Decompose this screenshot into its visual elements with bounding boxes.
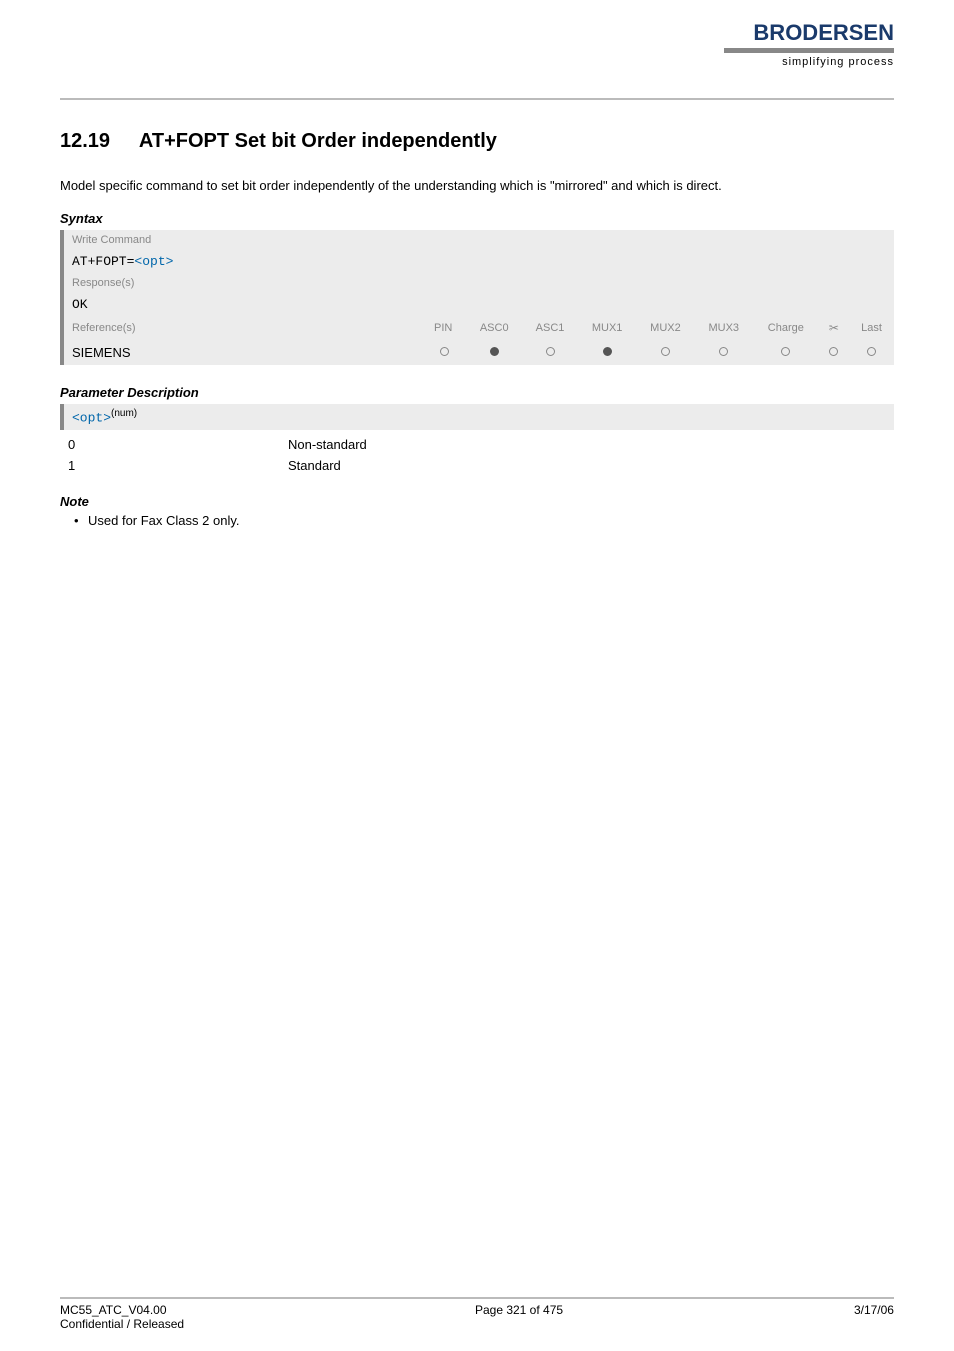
footer-center: Page 321 of 475 [475, 1303, 563, 1331]
dot-pin [422, 340, 466, 365]
circle-filled-icon [490, 347, 499, 356]
col-charge: Charge [753, 316, 819, 340]
note-heading: Note [60, 494, 894, 509]
footer-right: 3/17/06 [854, 1303, 894, 1331]
syntax-heading: Syntax [60, 211, 894, 226]
logo-underline [724, 48, 894, 53]
param-value-key: 1 [68, 458, 288, 473]
dot-mux2 [636, 340, 694, 365]
col-pin: PIN [422, 316, 466, 340]
circle-open-icon [661, 347, 670, 356]
circle-open-icon [781, 347, 790, 356]
dot-mux1 [578, 340, 636, 365]
circle-open-icon [719, 347, 728, 356]
section-title: 12.19 AT+FOPT Set bit Order independentl… [60, 130, 894, 153]
col-mux1: MUX1 [578, 316, 636, 340]
dot-tool [819, 340, 849, 365]
write-command-prefix: AT+FOPT= [72, 254, 134, 269]
circle-filled-icon [603, 347, 612, 356]
header-rule [60, 98, 894, 100]
logo-text: BRODERSEN [724, 20, 894, 46]
dot-asc1 [522, 340, 578, 365]
col-mux2: MUX2 [636, 316, 694, 340]
col-tool-icon: ✂ [819, 316, 849, 340]
dot-charge [753, 340, 819, 365]
circle-open-icon [440, 347, 449, 356]
dot-asc0 [466, 340, 522, 365]
param-box: <opt>(num) 0 Non-standard 1 Standard [60, 404, 894, 475]
param-heading: Parameter Description [60, 385, 894, 400]
param-value-desc: Non-standard [288, 437, 367, 452]
dot-last [849, 340, 894, 365]
note-list: Used for Fax Class 2 only. [74, 513, 894, 528]
footer-confidential: Confidential / Released [60, 1317, 184, 1331]
col-asc0: ASC0 [466, 316, 522, 340]
reference-label: Reference(s) [62, 316, 422, 340]
page-header: BRODERSEN simplifying process [60, 20, 894, 90]
section-number: 12.19 [60, 130, 110, 153]
param-name: <opt> [72, 411, 111, 426]
logo-tagline: simplifying process [724, 56, 894, 68]
param-value-row: 1 Standard [60, 455, 894, 476]
param-sup: (num) [111, 408, 137, 419]
write-command-param: <opt> [134, 254, 173, 269]
footer-left: MC55_ATC_V04.00 Confidential / Released [60, 1303, 184, 1331]
param-value-row: 0 Non-standard [60, 434, 894, 455]
param-values: 0 Non-standard 1 Standard [60, 434, 894, 476]
response-value: OK [60, 293, 894, 316]
footer-rule [60, 1297, 894, 1299]
circle-open-icon [867, 347, 876, 356]
response-label: Response(s) [60, 273, 894, 293]
logo-block: BRODERSEN simplifying process [724, 20, 894, 68]
col-last: Last [849, 316, 894, 340]
reference-table: Reference(s) PIN ASC0 ASC1 MUX1 MUX2 MUX… [60, 316, 894, 365]
dot-mux3 [695, 340, 753, 365]
syntax-box: Write Command AT+FOPT=<opt> Response(s) … [60, 230, 894, 365]
tools-icon: ✂ [829, 321, 839, 335]
col-mux3: MUX3 [695, 316, 753, 340]
page-footer: MC55_ATC_V04.00 Confidential / Released … [60, 1297, 894, 1331]
write-command-label: Write Command [60, 230, 894, 250]
note-item: Used for Fax Class 2 only. [74, 513, 894, 528]
footer-doc-id: MC55_ATC_V04.00 [60, 1303, 184, 1317]
circle-open-icon [829, 347, 838, 356]
section-title-text: AT+FOPT Set bit Order independently [139, 130, 497, 152]
param-name-row: <opt>(num) [60, 404, 894, 429]
param-value-desc: Standard [288, 458, 341, 473]
section-intro: Model specific command to set bit order … [60, 177, 894, 195]
write-command-value: AT+FOPT=<opt> [60, 250, 894, 273]
param-value-key: 0 [68, 437, 288, 452]
reference-value: SIEMENS [62, 340, 422, 365]
col-asc1: ASC1 [522, 316, 578, 340]
circle-open-icon [546, 347, 555, 356]
